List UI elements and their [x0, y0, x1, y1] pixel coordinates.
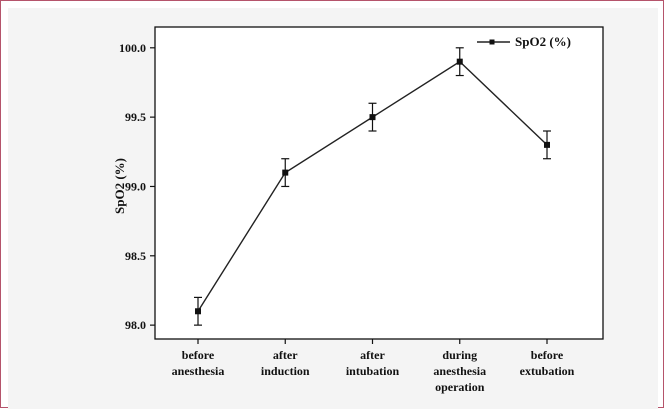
data-points — [195, 58, 550, 315]
x-tick-label-1: after induction — [261, 348, 310, 378]
plot-area — [154, 26, 604, 340]
legend-entry-spo2: SpO2 (%) — [515, 34, 571, 49]
x-tick-label-2: after intubation — [346, 348, 400, 378]
x-axis: before anesthesia after induction after intub… — [172, 339, 575, 394]
data-point-1 — [282, 169, 289, 176]
y-axis: 98.0 98.5 99.0 99.5 100.0 — [119, 41, 155, 332]
data-point-2 — [369, 114, 376, 121]
legend: SpO2 (%) — [477, 34, 571, 49]
data-point-0 — [195, 308, 201, 315]
y-tick-label-1: 98.5 — [125, 249, 146, 263]
x-tick-label-0: before anesthesia — [172, 348, 225, 378]
x-tick-label-4: before extubation — [520, 348, 575, 378]
legend-marker — [489, 39, 495, 45]
data-point-4 — [544, 141, 550, 148]
data-point-3 — [456, 58, 463, 65]
y-tick-label-4: 100.0 — [119, 41, 146, 55]
y-tick-label-2: 99.0 — [125, 179, 146, 193]
y-tick-label-0: 98.0 — [125, 318, 146, 332]
y-axis-label: SpO2 (%) — [112, 158, 127, 214]
x-tick-label-3: during anesthesia operation — [433, 348, 486, 394]
y-tick-label-3: 99.5 — [125, 110, 146, 124]
